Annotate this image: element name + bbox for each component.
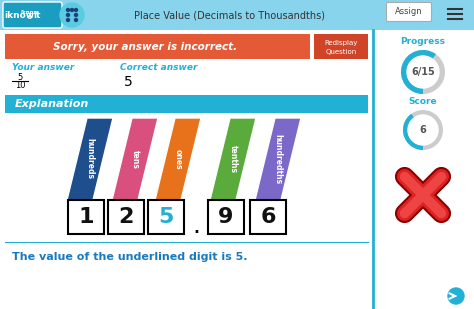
Circle shape [66, 19, 70, 22]
Wedge shape [403, 114, 423, 150]
Circle shape [71, 9, 73, 11]
Text: iknow
it: iknow it [21, 10, 39, 20]
Polygon shape [155, 118, 201, 200]
FancyBboxPatch shape [208, 200, 244, 234]
Circle shape [448, 288, 464, 304]
FancyBboxPatch shape [0, 0, 474, 30]
Text: iknow: iknow [4, 11, 34, 19]
FancyBboxPatch shape [148, 200, 184, 234]
Circle shape [60, 3, 84, 27]
Polygon shape [255, 118, 301, 200]
Text: Sorry, your answer is incorrect.: Sorry, your answer is incorrect. [53, 41, 237, 52]
Text: Place Value (Decimals to Thousandths): Place Value (Decimals to Thousandths) [135, 10, 326, 20]
Circle shape [66, 9, 70, 11]
Circle shape [74, 14, 78, 16]
Text: Your answer: Your answer [12, 64, 74, 73]
Polygon shape [112, 118, 158, 200]
Text: 6/15: 6/15 [411, 67, 435, 77]
Circle shape [66, 14, 70, 16]
FancyBboxPatch shape [3, 2, 62, 28]
Polygon shape [210, 118, 256, 200]
Text: Redisplay: Redisplay [324, 40, 358, 46]
Text: 10: 10 [15, 82, 25, 91]
Text: Score: Score [409, 98, 438, 107]
FancyBboxPatch shape [314, 34, 368, 59]
Circle shape [74, 9, 78, 11]
FancyBboxPatch shape [0, 30, 373, 309]
FancyBboxPatch shape [108, 200, 144, 234]
Text: ones: ones [173, 149, 182, 169]
Text: Correct answer: Correct answer [120, 64, 198, 73]
Text: tenths: tenths [228, 145, 237, 173]
Text: hundredths: hundredths [273, 134, 283, 184]
Wedge shape [401, 50, 436, 94]
Text: tens: tens [130, 150, 139, 168]
Text: 9: 9 [219, 207, 234, 227]
Polygon shape [67, 118, 113, 200]
Text: 1: 1 [78, 207, 94, 227]
Text: Progress: Progress [401, 37, 446, 46]
Text: Explanation: Explanation [15, 99, 89, 109]
Circle shape [74, 19, 78, 22]
Text: Assign: Assign [395, 7, 423, 16]
Text: Question: Question [325, 49, 356, 55]
Circle shape [408, 115, 438, 145]
Text: 5: 5 [18, 73, 23, 82]
Text: hundreds: hundreds [85, 138, 94, 180]
FancyBboxPatch shape [5, 95, 368, 113]
Circle shape [21, 6, 39, 24]
Wedge shape [401, 50, 445, 94]
Text: The value of the underlined digit is 5.: The value of the underlined digit is 5. [12, 252, 247, 262]
FancyBboxPatch shape [386, 2, 431, 22]
FancyBboxPatch shape [250, 200, 286, 234]
FancyBboxPatch shape [5, 34, 310, 59]
Text: 5: 5 [158, 207, 173, 227]
Text: 2: 2 [118, 207, 134, 227]
Circle shape [407, 56, 439, 88]
Text: .: . [192, 214, 200, 238]
Text: 6: 6 [419, 125, 427, 135]
Text: 6: 6 [260, 207, 276, 227]
FancyBboxPatch shape [373, 30, 474, 309]
Wedge shape [403, 110, 443, 150]
FancyBboxPatch shape [68, 200, 104, 234]
Text: 5: 5 [124, 75, 132, 89]
Text: it: it [33, 11, 41, 19]
